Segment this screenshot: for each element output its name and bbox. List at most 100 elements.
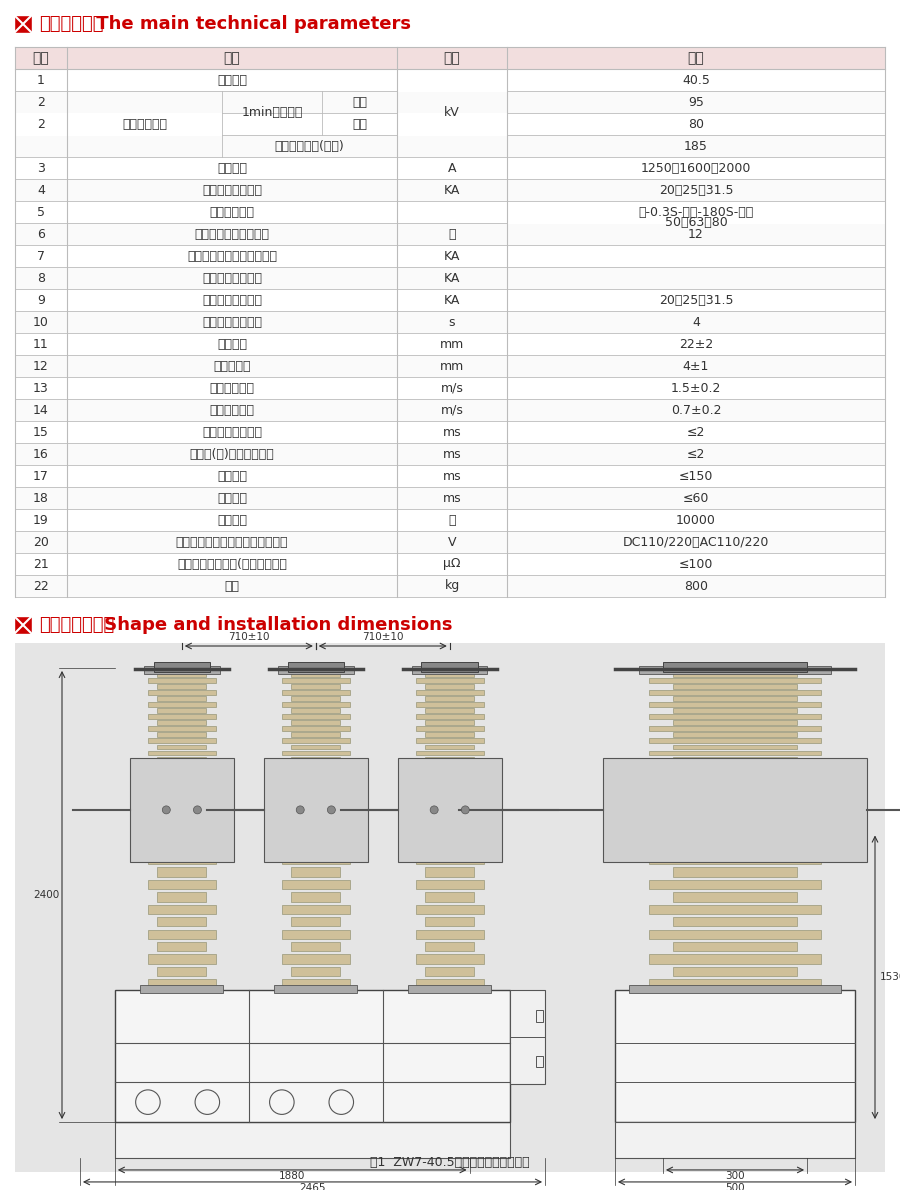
Text: m/s: m/s	[441, 403, 464, 416]
Text: mm: mm	[440, 359, 464, 372]
Bar	[158, 745, 206, 749]
Bar	[672, 868, 797, 877]
Text: 图1  ZW7-40.5系列外形及安装尺寸图: 图1 ZW7-40.5系列外形及安装尺寸图	[370, 1155, 530, 1169]
Text: μΩ: μΩ	[443, 557, 461, 570]
Text: 外形及安装尺寸: 外形及安装尺寸	[39, 616, 114, 634]
Text: 13: 13	[33, 382, 49, 395]
Bar	[672, 892, 797, 902]
Bar	[282, 739, 350, 743]
Text: 2465: 2465	[299, 1183, 326, 1190]
Bar	[672, 757, 797, 762]
Bar	[672, 696, 797, 701]
Bar	[292, 917, 340, 927]
Bar	[282, 904, 350, 914]
Bar	[672, 843, 797, 852]
Bar	[148, 929, 216, 939]
Text: 额定短时耔受电流: 额定短时耔受电流	[202, 294, 262, 307]
Text: 12: 12	[33, 359, 49, 372]
Bar	[148, 678, 216, 683]
Bar	[649, 979, 822, 989]
Bar	[412, 665, 488, 674]
Text: ms: ms	[443, 491, 462, 505]
Bar	[292, 745, 340, 749]
Bar	[15, 113, 885, 134]
Bar	[425, 672, 474, 677]
Bar	[148, 798, 216, 803]
Circle shape	[462, 806, 469, 814]
Bar	[649, 954, 822, 964]
Bar	[148, 879, 216, 889]
Bar	[148, 954, 216, 964]
Bar	[148, 854, 216, 864]
Bar	[158, 917, 206, 927]
Bar	[649, 775, 822, 779]
Bar	[425, 781, 474, 785]
Text: KA: KA	[444, 250, 460, 263]
Bar	[672, 942, 797, 951]
Text: 触头开距: 触头开距	[217, 338, 247, 351]
Text: 80: 80	[688, 118, 704, 131]
Bar	[282, 763, 350, 768]
Bar	[282, 690, 350, 695]
Bar	[292, 843, 340, 852]
Text: 序号: 序号	[32, 51, 50, 65]
Text: ≤2: ≤2	[687, 426, 706, 438]
Text: 每相回路直流电阱(不含互感器）: 每相回路直流电阱(不含互感器）	[177, 557, 287, 570]
Bar	[15, 178, 885, 201]
Bar	[158, 733, 206, 737]
Text: 干试: 干试	[352, 95, 367, 108]
Bar	[292, 942, 340, 951]
Text: 710±10: 710±10	[228, 632, 270, 641]
Bar	[425, 942, 474, 951]
Bar	[287, 662, 344, 672]
Text: 平均合闸速度: 平均合闸速度	[210, 403, 255, 416]
Bar	[292, 708, 340, 713]
Text: 20；25；31.5: 20；25；31.5	[659, 294, 733, 307]
Bar	[158, 684, 206, 689]
Text: 9: 9	[37, 294, 45, 307]
Bar	[130, 758, 234, 862]
Bar	[416, 775, 483, 779]
Text: 8: 8	[37, 271, 45, 284]
Bar	[148, 979, 216, 989]
Text: 1250；1600；2000: 1250；1600；2000	[641, 162, 752, 175]
Bar	[282, 854, 350, 864]
Bar	[158, 892, 206, 902]
Text: 95: 95	[688, 95, 704, 108]
Text: mm: mm	[440, 338, 464, 351]
Bar	[158, 696, 206, 701]
Bar	[292, 757, 340, 762]
Bar	[292, 720, 340, 725]
Bar	[282, 954, 350, 964]
Bar	[158, 843, 206, 852]
Bar	[158, 818, 206, 827]
Bar	[282, 831, 350, 839]
Text: 20；25；31.5: 20；25；31.5	[659, 183, 733, 196]
Text: 名称: 名称	[223, 51, 240, 65]
Bar	[649, 879, 822, 889]
Circle shape	[162, 806, 170, 814]
Text: 额定短路持续时间: 额定短路持续时间	[202, 315, 262, 328]
Text: 1.5±0.2: 1.5±0.2	[670, 382, 721, 395]
Text: 15: 15	[33, 426, 49, 438]
Bar	[15, 531, 885, 553]
Bar	[416, 751, 483, 754]
Bar	[649, 787, 822, 791]
Bar	[649, 763, 822, 768]
Bar	[14, 15, 32, 33]
Bar	[649, 904, 822, 914]
Bar	[158, 708, 206, 713]
Text: 4: 4	[692, 315, 700, 328]
Bar	[649, 798, 822, 803]
Text: 雷电冲击耔压(峰值): 雷电冲击耔压(峰值)	[274, 139, 345, 152]
Bar	[158, 672, 206, 677]
Bar	[416, 929, 483, 939]
Text: 单位: 单位	[444, 51, 461, 65]
Text: 额定峰值耔受电流: 额定峰值耔受电流	[202, 271, 262, 284]
Text: kV: kV	[444, 106, 460, 119]
Bar	[15, 509, 885, 531]
Text: ≤2: ≤2	[687, 447, 706, 461]
Text: 额定电流: 额定电流	[217, 162, 247, 175]
Text: m/s: m/s	[441, 382, 464, 395]
Bar	[274, 800, 357, 807]
